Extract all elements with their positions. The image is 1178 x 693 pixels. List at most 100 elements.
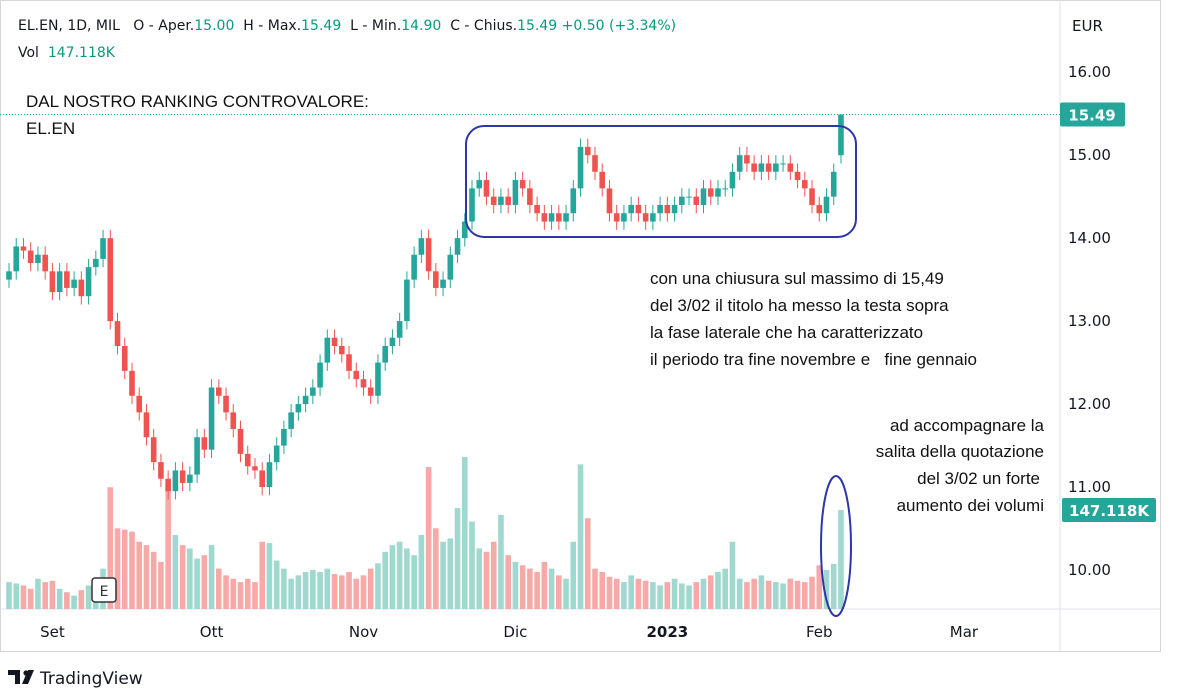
logo-mark [8,670,34,684]
event-marker-label[interactable]: E [100,584,109,600]
candle-body [27,250,34,264]
volume-bar [64,592,70,609]
volume-bar [259,541,266,609]
annotation-note: la fase laterale che ha caratterizzato [650,323,923,342]
volume-bar [447,538,454,609]
value: 15.00 [194,18,235,34]
volume-bar [338,575,345,609]
candle-body [295,404,302,413]
volume-bar [56,588,63,609]
frame [0,0,1161,652]
candle-body [244,453,251,467]
x-tick-label: 2023 [646,623,688,641]
volume-bar [527,568,533,609]
volume-bar [628,575,634,609]
candle-body [273,445,280,463]
volume-bar [158,561,164,609]
volume-bar [469,521,475,609]
candle-body [64,271,70,288]
volume-bar [389,545,396,609]
change: +0.50 (+3.34%) [561,18,677,34]
candle-body [49,271,56,293]
candle-body [830,171,837,197]
label: Vol [18,45,39,61]
candle-body [208,387,215,450]
candle-body [172,470,179,492]
volume-bar [27,588,34,609]
candle-body [346,354,352,371]
volume-bar [556,575,562,609]
volume-bar [281,568,287,609]
candle-body [809,188,815,205]
volume-bar [476,548,483,609]
candle-body [252,466,258,471]
candle-body [541,213,548,222]
price-layer [6,114,844,500]
y-tick-label: 10.00 [1068,561,1111,579]
volume-bar [534,572,540,609]
candle-body [302,395,309,405]
candle-body [136,395,143,413]
volume-bar [165,487,171,609]
value: 15.49 [301,18,342,34]
annotation-note: aumento dei volumi [897,496,1044,515]
candle-body [461,221,468,239]
candle-body [577,146,584,189]
candle-body [237,428,244,454]
volume-bar [454,508,461,609]
candle-body [650,213,656,222]
candle-body [223,395,229,413]
candle-body [404,279,410,322]
range-box [465,125,857,238]
volume-bar [353,578,360,609]
volume-layer [6,457,844,609]
x-tick-label: Feb [806,623,833,641]
candle-body [288,412,294,429]
volume-bar [801,582,808,609]
candle-body [201,437,208,450]
volume-bar [302,572,309,609]
y-tick-label: 13.00 [1068,312,1111,330]
volume-bar [498,514,504,609]
x-tick-label: Ott [200,623,224,641]
candle-body [570,188,577,214]
candle-body [838,114,844,156]
candle-body [527,188,533,205]
candle-body [13,246,20,272]
candle-body [331,337,338,346]
volume-bar [736,578,743,609]
volume-bar [592,568,598,609]
volume-bar [707,575,714,609]
volume-bar [606,576,613,609]
candle-body [642,213,649,222]
volume-bar [150,551,157,609]
candle-body [751,163,757,172]
volume-bar [823,569,830,609]
volume-bar [758,575,765,609]
volume-bar [107,487,114,609]
candle-body [6,271,12,280]
last-price-tag [1060,102,1125,127]
y-tick-label: 16.00 [1068,63,1111,81]
candle-body [671,204,678,214]
candle-body [259,470,266,488]
x-tick-label: Set [40,623,65,641]
volume-bar [78,590,85,609]
volume-bar [461,457,468,609]
candle-body [584,146,591,156]
candle-body [519,180,526,189]
volume-bar [288,578,294,609]
volume-bar [295,575,302,609]
volume-bar [266,543,273,609]
annotation-note: salita della quotazione [876,442,1044,461]
last-volume-label: 147.118K [1069,502,1150,520]
volume-bar [765,580,772,609]
symbol: EL.EN, 1D, MIL [18,18,120,34]
volume-bar [483,551,490,609]
event-marker[interactable] [91,577,117,603]
logo-dot [23,670,29,676]
volume-bar [729,541,736,609]
volume-bar [599,572,606,609]
volume-bar [114,528,121,609]
candle-body [107,238,114,322]
